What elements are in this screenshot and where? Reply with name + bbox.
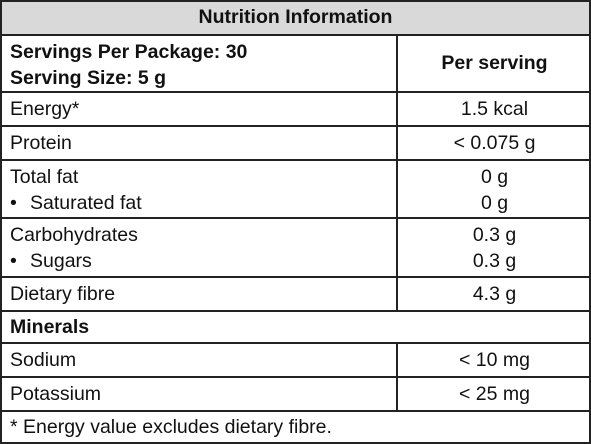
servings-info: Servings Per Package: 30 Serving Size: 5… <box>10 36 390 91</box>
column-divider <box>396 34 398 312</box>
fat-labels: Total fat • Saturated fat <box>10 161 390 217</box>
serving-size: Serving Size: 5 g <box>10 67 167 89</box>
fat-values: 0 g 0 g <box>398 161 591 217</box>
divider <box>0 91 591 93</box>
potassium-label: Potassium <box>10 383 102 405</box>
divider <box>0 376 591 378</box>
protein-value: < 0.075 g <box>453 132 536 154</box>
bullet: • <box>10 192 17 214</box>
divider <box>0 276 591 278</box>
carbohydrates-value: 0.3 g <box>472 224 517 246</box>
dietary-fibre-value: 4.3 g <box>472 283 517 305</box>
carbohydrate-values: 0.3 g 0.3 g <box>398 219 591 276</box>
saturated-fat-value: 0 g <box>480 192 509 214</box>
bullet: • <box>10 250 17 272</box>
table-row-sodium: Sodium < 10 mg <box>0 344 591 376</box>
table-row-carbohydrates: Carbohydrates • Sugars 0.3 g 0.3 g <box>0 219 591 276</box>
sodium-value: < 10 mg <box>458 349 530 371</box>
protein-label: Protein <box>10 132 72 154</box>
divider <box>0 217 591 219</box>
sugars-value: 0.3 g <box>472 250 517 272</box>
sugars-line: • Sugars <box>10 248 390 274</box>
table-row-dietary-fibre: Dietary fibre 4.3 g <box>0 278 591 310</box>
divider <box>0 410 591 412</box>
table-row-fat: Total fat • Saturated fat 0 g 0 g <box>0 161 591 217</box>
sodium-label: Sodium <box>10 349 77 371</box>
total-fat-label: Total fat <box>10 166 79 188</box>
minerals-heading: Minerals <box>10 316 90 338</box>
per-serving-column-header: Per serving <box>441 52 548 74</box>
total-fat-value: 0 g <box>480 166 509 188</box>
table-row-potassium: Potassium < 25 mg <box>0 378 591 410</box>
divider <box>0 342 591 344</box>
carbohydrates-label: Carbohydrates <box>10 224 138 246</box>
header-row: Servings Per Package: 30 Serving Size: 5… <box>0 36 591 91</box>
servings-per-package: Servings Per Package: 30 <box>10 41 248 63</box>
carbohydrate-labels: Carbohydrates • Sugars <box>10 219 390 276</box>
potassium-value: < 25 mg <box>458 383 530 405</box>
divider <box>0 125 591 127</box>
footnote: * Energy value excludes dietary fibre. <box>10 416 332 438</box>
table-row-protein: Protein < 0.075 g <box>0 127 591 159</box>
energy-value: 1.5 kcal <box>460 98 529 120</box>
panel-title: Nutrition Information <box>0 0 591 34</box>
column-divider <box>396 342 398 412</box>
divider <box>0 159 591 161</box>
divider <box>0 34 591 36</box>
saturated-fat-line: • Saturated fat <box>10 190 390 216</box>
saturated-fat-label: Saturated fat <box>30 192 142 214</box>
energy-label: Energy* <box>10 98 80 120</box>
table-row-energy: Energy* 1.5 kcal <box>0 93 591 125</box>
dietary-fibre-label: Dietary fibre <box>10 283 116 305</box>
sugars-label: Sugars <box>30 250 92 272</box>
minerals-heading-row: Minerals <box>0 312 591 342</box>
footnote-row: * Energy value excludes dietary fibre. <box>0 412 591 442</box>
divider <box>0 310 591 312</box>
